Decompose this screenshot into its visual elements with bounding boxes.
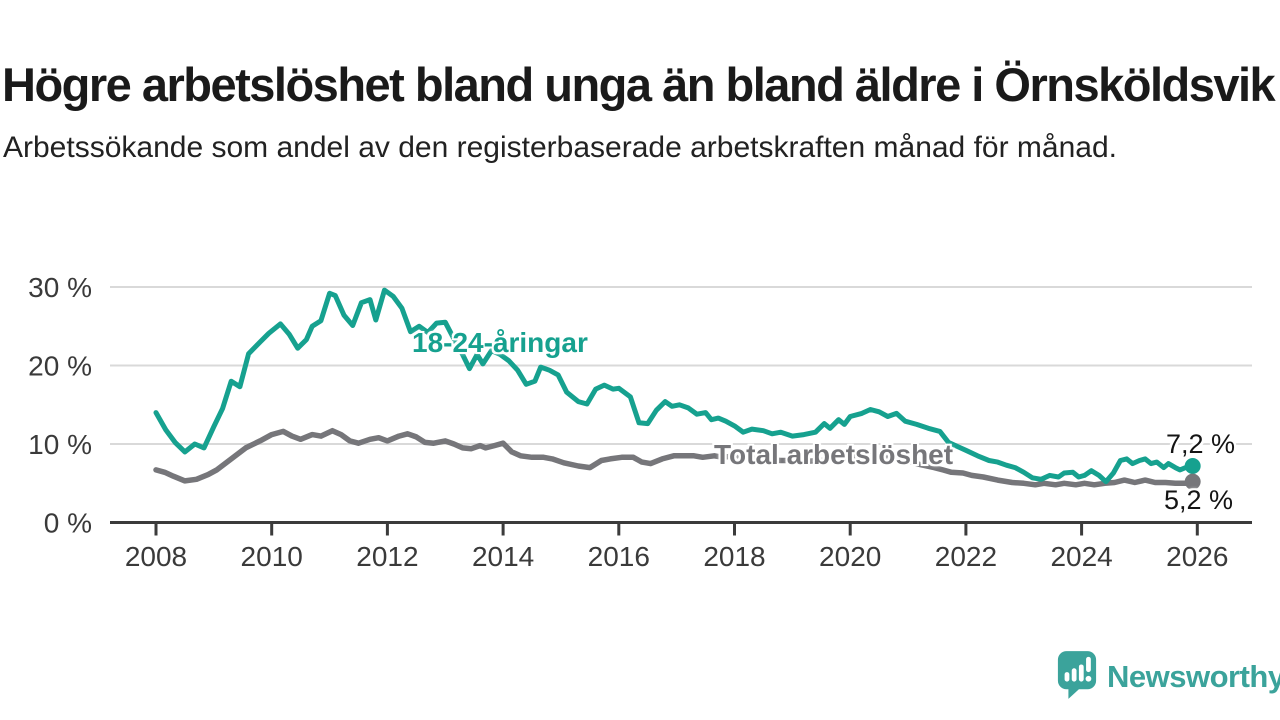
page-title: Högre arbetslöshet bland unga än bland ä… bbox=[2, 58, 1276, 112]
end-value-label-total: 5,2 % bbox=[1164, 485, 1234, 515]
series-line-total bbox=[153, 427, 1196, 488]
y-axis-tick-label: 30 % bbox=[28, 272, 92, 303]
x-axis-tick-label: 2026 bbox=[1166, 541, 1228, 572]
x-axis-tick-label: 2010 bbox=[241, 541, 303, 572]
y-axis-tick-label: 10 % bbox=[28, 429, 92, 460]
y-axis-tick-label: 20 % bbox=[28, 351, 92, 382]
x-axis-tick-label: 2014 bbox=[472, 541, 534, 572]
newsworthy-logo: Newsworthy bbox=[1056, 649, 1280, 704]
end-value-label-youth: 7,2 % bbox=[1166, 429, 1236, 459]
series-label-youth: 18-24-åringar bbox=[412, 327, 588, 358]
end-dot-total bbox=[1184, 473, 1201, 490]
x-axis-tick-label: 2024 bbox=[1050, 541, 1112, 572]
x-axis-tick-label: 2018 bbox=[703, 541, 765, 572]
y-axis-tick-label: 0 % bbox=[44, 508, 92, 539]
series-line-youth bbox=[153, 287, 1196, 485]
end-dot-youth bbox=[1184, 457, 1201, 474]
x-axis-tick-label: 2020 bbox=[819, 541, 881, 572]
x-axis-tick-label: 2022 bbox=[935, 541, 997, 572]
newsworthy-speech-bubble-chart-icon bbox=[1056, 649, 1098, 704]
x-axis-tick-label: 2016 bbox=[588, 541, 650, 572]
x-axis-tick-label: 2012 bbox=[356, 541, 418, 572]
x-axis-tick-label: 2008 bbox=[125, 541, 187, 572]
series-label-total: Total arbetslöshet bbox=[714, 439, 954, 470]
page-subtitle: Arbetssökande som andel av den registerb… bbox=[3, 131, 1117, 164]
newsworthy-logo-text: Newsworthy bbox=[1107, 658, 1280, 694]
